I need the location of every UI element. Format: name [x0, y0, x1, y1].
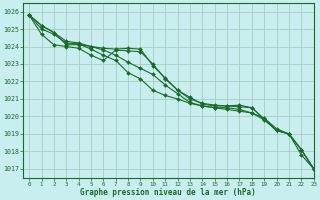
X-axis label: Graphe pression niveau de la mer (hPa): Graphe pression niveau de la mer (hPa): [80, 188, 256, 197]
